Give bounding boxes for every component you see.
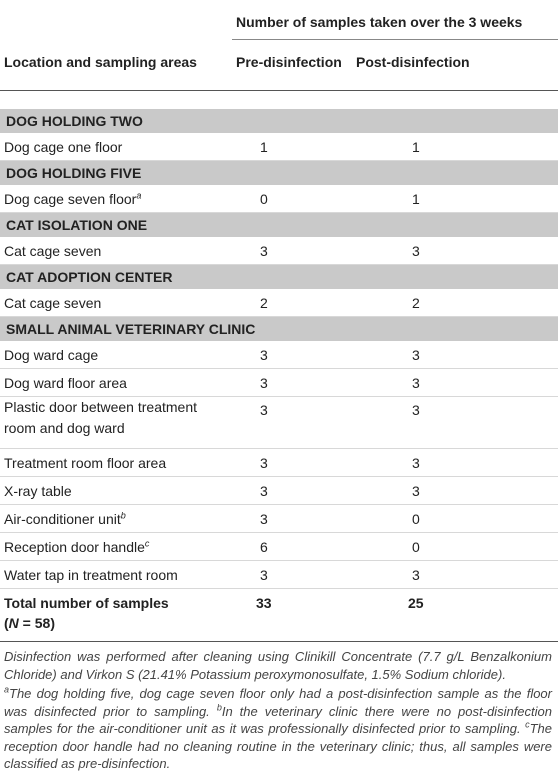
row-location-cell: Cat cage seven [0,289,232,317]
table-row: Dog ward floor area 3 3 [0,368,558,397]
row-post-value: 0 [356,504,558,533]
row-post-value: 2 [356,289,558,317]
row-label: Dog cage seven floor [4,190,137,207]
table-row: Water tap in treatment room 3 3 [0,560,558,589]
row-post-value: 3 [356,448,558,477]
row-location-cell: Dog cage one floor [0,133,232,161]
row-pre-value: 3 [232,396,356,449]
header-post: Post-disinfection [356,54,470,70]
footnote-a-mark: a [4,684,10,695]
row-label: Air-conditioner unit [4,510,121,527]
row-footnote-mark: b [120,509,126,520]
row-label: Cat cage seven [4,294,102,311]
footnote-b: In the veterinary clinic there were no p… [4,703,552,737]
header-group-label: Number of samples taken over the 3 weeks [232,0,558,40]
row-post-value: 0 [356,532,558,561]
row-label: Dog ward floor area [4,374,127,391]
total-pre-value: 33 [232,588,356,642]
row-post-value: 1 [356,185,558,213]
row-footnote-mark: a [136,189,142,200]
row-pre-value: 3 [232,476,356,505]
row-location-cell: Reception door handlec [0,532,232,561]
total-label-line1: Total number of samples [4,595,169,611]
row-label: Plastic door between treatment room and … [4,399,197,436]
row-pre-value: 0 [232,185,356,213]
total-label: Total number of samples (N = 58) [0,588,232,642]
row-pre-value: 2 [232,289,356,317]
footnote-b-mark: b [216,702,222,713]
table-row: Cat cage seven 3 3 [0,237,558,265]
row-label: Dog cage one floor [4,138,123,155]
table-row: X-ray table 3 3 [0,476,558,505]
table-row: Air-conditioner unitb 3 0 [0,504,558,533]
row-label: Water tap in treatment room [4,566,178,583]
section-header-row: DOG HOLDING FIVE [0,160,558,185]
row-label: Dog ward cage [4,346,99,363]
note-main: Disinfection was performed after cleanin… [4,649,552,682]
row-location-cell: Plastic door between treatment room and … [0,396,232,449]
row-label: Reception door handle [4,538,145,555]
row-location-cell: Water tap in treatment room [0,560,232,589]
row-post-value: 3 [356,237,558,265]
row-post-value: 3 [356,560,558,589]
table-row: Dog ward cage 3 3 [0,341,558,369]
table-row: Reception door handlec 6 0 [0,532,558,561]
row-label: X-ray table [4,482,72,499]
total-post-value: 25 [356,588,558,642]
total-n-symbol: N [8,615,19,631]
footnote-c-mark: c [525,719,530,730]
row-location-cell: Dog cage seven floora [0,185,232,213]
footnote-c: The reception door handle had no cleanin… [4,721,552,771]
section-header-row: CAT ISOLATION ONE [0,212,558,237]
row-location-cell: Dog ward cage [0,341,232,369]
row-pre-value: 1 [232,133,356,161]
section-title: DOG HOLDING TWO [0,109,558,133]
table-body: DOG HOLDING TWO Dog cage one floor 1 1 DOG H… [0,90,558,642]
row-pre-value: 3 [232,560,356,589]
row-pre-value: 3 [232,341,356,369]
row-location-cell: Air-conditioner unitb [0,504,232,533]
row-pre-value: 3 [232,504,356,533]
section-title: CAT ADOPTION CENTER [0,264,558,289]
header-blank [0,0,232,40]
table-row: Dog cage seven floora 0 1 [0,185,558,213]
row-post-value: 3 [356,341,558,369]
footnote-a: The dog holding five, dog cage seven flo… [4,686,552,719]
table-row: Plastic door between treatment room and … [0,396,558,449]
row-pre-value: 6 [232,532,356,561]
row-pre-value: 3 [232,368,356,397]
table-row: Treatment room floor area 3 3 [0,448,558,477]
samples-table: Number of samples taken over the 3 weeks… [0,0,558,642]
row-footnote-mark: c [144,537,150,548]
header-location: Location and sampling areas [4,53,197,70]
table-row: Cat cage seven 2 2 [0,289,558,317]
note-footnotes: aThe dog holding five, dog cage seven fl… [4,685,552,773]
row-post-value: 3 [356,396,558,449]
section-title: SMALL ANIMAL VETERINARY CLINIC [0,316,558,341]
row-post-value: 1 [356,133,558,161]
section-header-row: SMALL ANIMAL VETERINARY CLINIC [0,316,558,341]
row-location-cell: X-ray table [0,476,232,505]
row-post-value: 3 [356,476,558,505]
row-label: Treatment room floor area [4,454,167,471]
section-header-row: DOG HOLDING TWO [0,109,558,133]
total-n-value: = 58) [18,615,55,631]
row-location-cell: Treatment room floor area [0,448,232,477]
row-pre-value: 3 [232,448,356,477]
table-notes: Disinfection was performed after cleanin… [0,642,558,773]
section-title: CAT ISOLATION ONE [0,212,558,237]
row-post-value: 3 [356,368,558,397]
total-row: Total number of samples (N = 58) 33 25 [0,588,558,642]
row-location-cell: Cat cage seven [0,237,232,265]
row-label: Cat cage seven [4,242,102,259]
section-header-row: CAT ADOPTION CENTER [0,264,558,289]
section-title: DOG HOLDING FIVE [0,160,558,185]
table-row: Dog cage one floor 1 1 [0,133,558,161]
row-pre-value: 3 [232,237,356,265]
header-pre: Pre-disinfection [236,54,342,70]
row-location-cell: Dog ward floor area [0,368,232,397]
